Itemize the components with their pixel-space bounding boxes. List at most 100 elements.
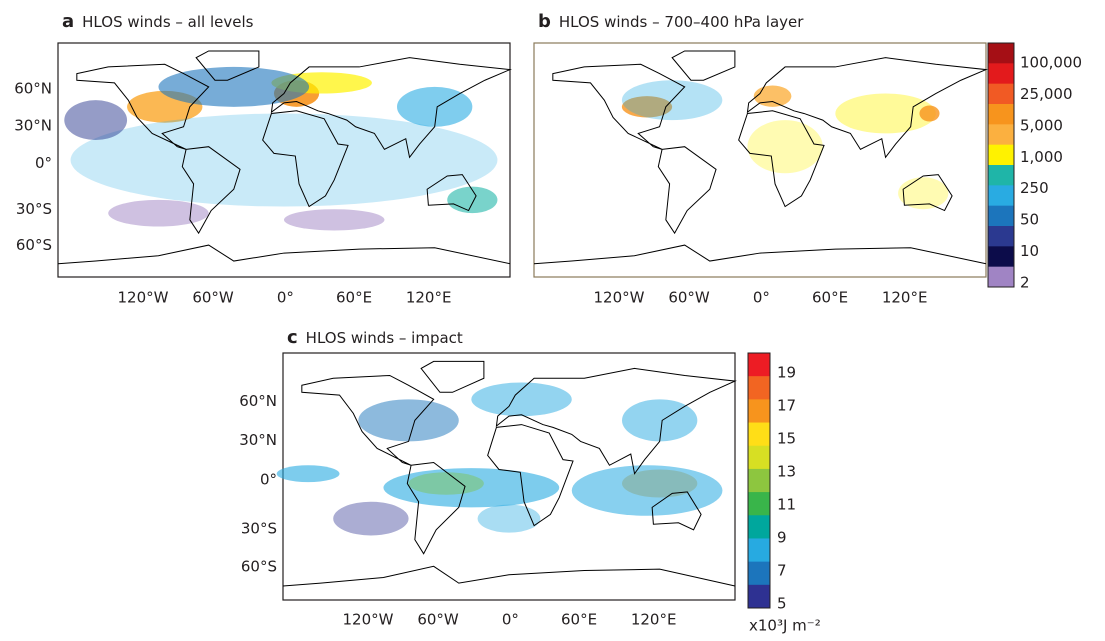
coastline: [738, 110, 825, 208]
colorbar-swatch: [748, 399, 770, 424]
lon-label: 120°E: [882, 289, 928, 307]
colorbar-swatch: [988, 63, 1014, 85]
colorbar-label: 100,000: [1020, 54, 1082, 72]
panel-title: c HLOS winds – impact: [287, 327, 463, 348]
colorbar-label: 2: [1020, 274, 1030, 292]
lon-label: 120°E: [631, 611, 677, 629]
lon-label: 60°E: [561, 611, 597, 629]
lon-label: 120°W: [117, 289, 168, 307]
colorbar-label: 5,000: [1020, 116, 1063, 134]
data-density: [898, 177, 949, 210]
data-density: [471, 382, 572, 417]
lon-label: 0°: [502, 611, 519, 629]
colorbar-label: 1,000: [1020, 148, 1063, 166]
panel-letter: a: [62, 11, 74, 32]
colorbar-swatch: [988, 124, 1014, 146]
colorbar-swatch: [988, 266, 1014, 288]
lon-label: 0°: [753, 289, 770, 307]
data-density: [621, 96, 673, 118]
panel-title-text: HLOS winds – 700–400 hPa layer: [559, 13, 804, 31]
colorbar-label: 13: [777, 463, 796, 481]
data-density: [477, 504, 541, 533]
coastline: [282, 565, 736, 587]
lat-label: 60°N: [14, 80, 52, 98]
coastline: [262, 110, 349, 208]
colorbar-unit: x10³J m⁻²: [749, 617, 821, 635]
colorbar-label: 15: [777, 430, 796, 448]
colorbar-swatch: [748, 561, 770, 586]
colorbar-swatch: [748, 538, 770, 563]
colorbar-frame: [747, 352, 771, 609]
panel-title-text: HLOS winds – all levels: [82, 13, 253, 31]
colorbar-swatch: [988, 205, 1014, 227]
data-density: [158, 66, 310, 107]
lat-label: 60°S: [16, 236, 52, 254]
data-density: [383, 468, 560, 508]
coastline: [406, 461, 466, 555]
lat-label: 60°N: [239, 392, 277, 410]
colorbar-label: 19: [777, 364, 796, 382]
data-density: [919, 105, 940, 122]
coastline: [657, 146, 717, 235]
lon-label: 60°E: [812, 289, 848, 307]
colorbar-swatch: [748, 515, 770, 539]
lat-label: 0°: [260, 471, 277, 489]
coastline: [746, 57, 988, 159]
data-density: [358, 399, 459, 442]
data-density: [276, 465, 340, 483]
data-density: [571, 465, 723, 516]
colorbar-swatch: [748, 492, 770, 516]
lat-label: 30°S: [241, 519, 277, 537]
coastline: [651, 491, 702, 531]
lat-label: 30°S: [16, 200, 52, 218]
data-density: [747, 120, 823, 174]
colorbar-label: 9: [777, 529, 787, 547]
colorbar-label: 17: [777, 397, 796, 415]
colorbar-label: 7: [777, 562, 787, 580]
data-density: [108, 199, 209, 227]
coastline: [181, 146, 241, 235]
data-density: [64, 100, 128, 141]
colorbar-label: 25,000: [1020, 85, 1073, 103]
colorbar-label: 50: [1020, 211, 1039, 229]
coastline: [671, 50, 736, 81]
lon-label: 60°W: [417, 611, 459, 629]
coastline: [426, 174, 477, 212]
panel-title-text: HLOS winds – impact: [306, 329, 463, 347]
data-density: [284, 209, 385, 231]
panel-letter: c: [287, 327, 298, 348]
panel-title: a HLOS winds – all levels: [62, 11, 254, 32]
lon-label: 60°W: [192, 289, 234, 307]
colorbar-label: 11: [777, 496, 796, 514]
colorbar-swatch: [988, 104, 1014, 125]
lon-label: 120°W: [342, 611, 393, 629]
map-frame: [533, 42, 987, 278]
coastline: [495, 367, 737, 475]
colorbar-swatch: [988, 226, 1014, 247]
colorbar-swatch: [988, 144, 1014, 166]
coastline: [552, 63, 686, 150]
panel-letter: b: [538, 11, 551, 32]
coastline: [270, 57, 512, 159]
lon-label: 120°E: [406, 289, 452, 307]
colorbar-swatch: [748, 445, 770, 470]
coastline: [533, 244, 987, 265]
colorbar-label: 10: [1020, 242, 1039, 260]
lat-label: 30°N: [14, 117, 52, 135]
data-density: [333, 501, 409, 536]
colorbar-label: 250: [1020, 179, 1049, 197]
lon-label: 60°W: [668, 289, 710, 307]
coastline: [76, 63, 210, 150]
coastline: [195, 50, 260, 81]
data-density: [753, 85, 792, 107]
lon-label: 60°E: [336, 289, 372, 307]
lat-label: 0°: [35, 154, 52, 172]
colorbar-frame: [987, 42, 1015, 288]
colorbar-swatch: [988, 165, 1014, 186]
colorbar-label: 5: [777, 595, 787, 613]
colorbar-swatch: [988, 43, 1014, 64]
coastline: [301, 374, 435, 466]
coastline: [487, 424, 574, 527]
colorbar-swatch: [748, 376, 770, 400]
